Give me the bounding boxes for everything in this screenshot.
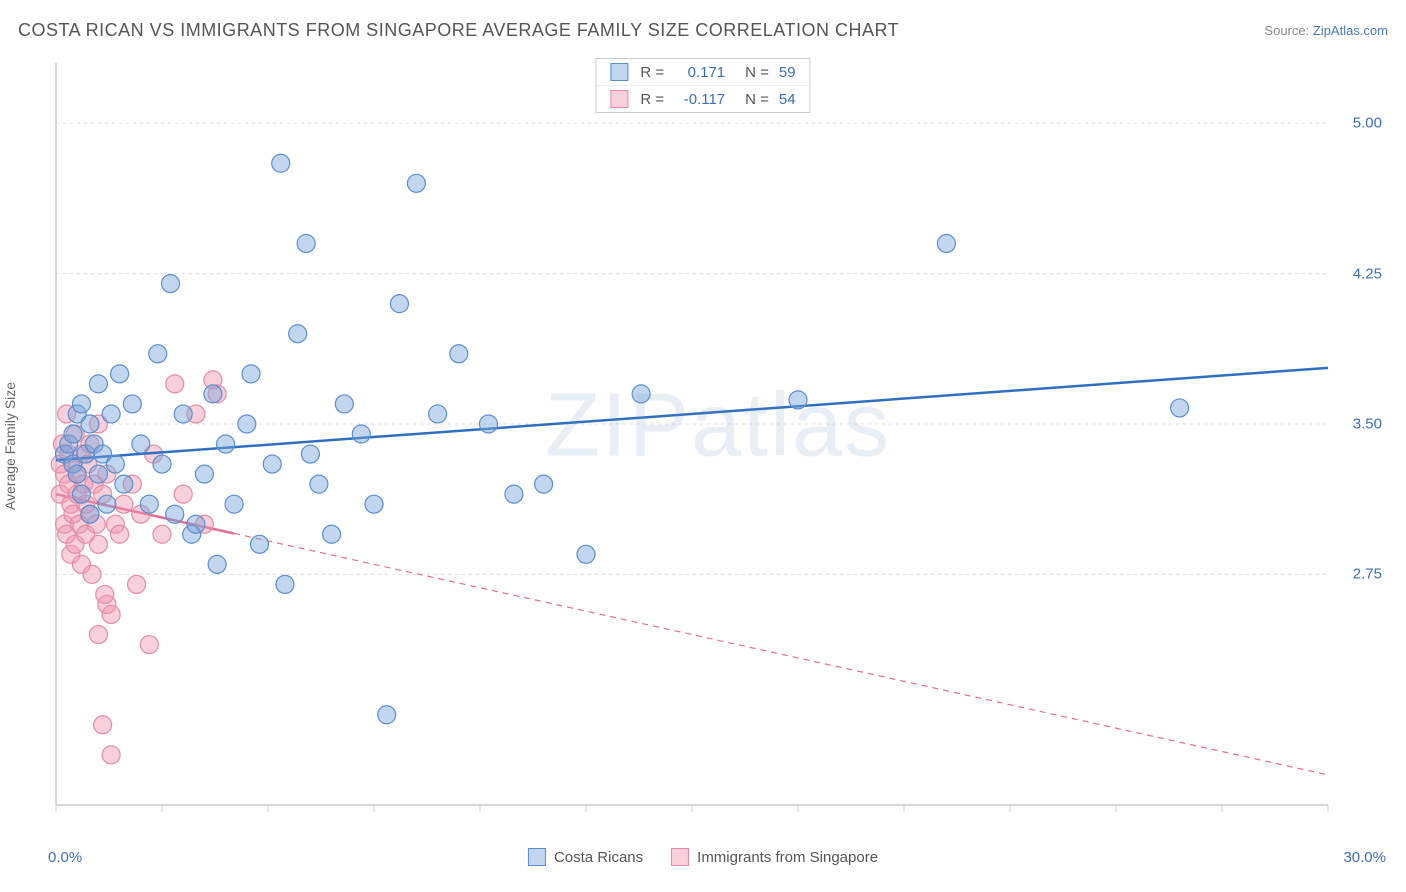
r-value-2: -0.117	[670, 91, 725, 108]
y-tick-label: 5.00	[1353, 115, 1382, 132]
x-axis-start-label: 0.0%	[48, 849, 82, 866]
n-value-2: 54	[779, 91, 796, 108]
legend-label-1: Costa Ricans	[554, 849, 643, 866]
x-axis-end-label: 30.0%	[1343, 849, 1386, 866]
legend-swatch-bottom-1	[528, 848, 546, 866]
scatter-chart-svg	[48, 55, 1388, 845]
source-attribution: Source: ZipAtlas.com	[1264, 23, 1388, 38]
r-label-1: R =	[640, 64, 664, 81]
legend-swatch-bottom-2	[671, 848, 689, 866]
r-label-2: R =	[640, 91, 664, 108]
y-tick-label: 2.75	[1353, 566, 1382, 583]
y-tick-label: 4.25	[1353, 265, 1382, 282]
correlation-legend: R = 0.171 N = 59 R = -0.117 N = 54	[595, 58, 810, 113]
legend-item-1: Costa Ricans	[528, 848, 643, 866]
legend-item-2: Immigrants from Singapore	[671, 848, 878, 866]
chart-title: COSTA RICAN VS IMMIGRANTS FROM SINGAPORE…	[18, 20, 899, 41]
legend-swatch-2	[610, 90, 628, 108]
plot-area: ZIPatlas	[48, 55, 1388, 845]
legend-label-2: Immigrants from Singapore	[697, 849, 878, 866]
source-label: Source:	[1264, 23, 1309, 38]
legend-swatch-1	[610, 63, 628, 81]
title-row: COSTA RICAN VS IMMIGRANTS FROM SINGAPORE…	[18, 20, 1388, 41]
legend-row-series-1: R = 0.171 N = 59	[596, 59, 809, 85]
r-value-1: 0.171	[670, 64, 725, 81]
n-label-1: N =	[745, 64, 769, 81]
y-tick-label: 3.50	[1353, 415, 1382, 432]
n-label-2: N =	[745, 91, 769, 108]
source-value: ZipAtlas.com	[1313, 23, 1388, 38]
n-value-1: 59	[779, 64, 796, 81]
series-legend: Costa Ricans Immigrants from Singapore	[528, 848, 878, 866]
legend-row-series-2: R = -0.117 N = 54	[596, 85, 809, 112]
chart-container: COSTA RICAN VS IMMIGRANTS FROM SINGAPORE…	[0, 0, 1406, 892]
y-axis-label: Average Family Size	[2, 382, 18, 510]
